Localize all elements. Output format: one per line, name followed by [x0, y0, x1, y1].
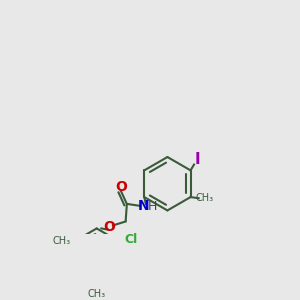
Text: CH₃: CH₃ — [52, 236, 70, 246]
Text: I: I — [194, 152, 200, 167]
Text: CH₃: CH₃ — [195, 193, 214, 203]
Text: N: N — [137, 200, 149, 213]
Text: Cl: Cl — [125, 233, 138, 246]
Text: O: O — [103, 220, 116, 234]
Text: CH₃: CH₃ — [88, 289, 106, 299]
Text: O: O — [115, 180, 127, 194]
Text: H: H — [148, 200, 158, 213]
